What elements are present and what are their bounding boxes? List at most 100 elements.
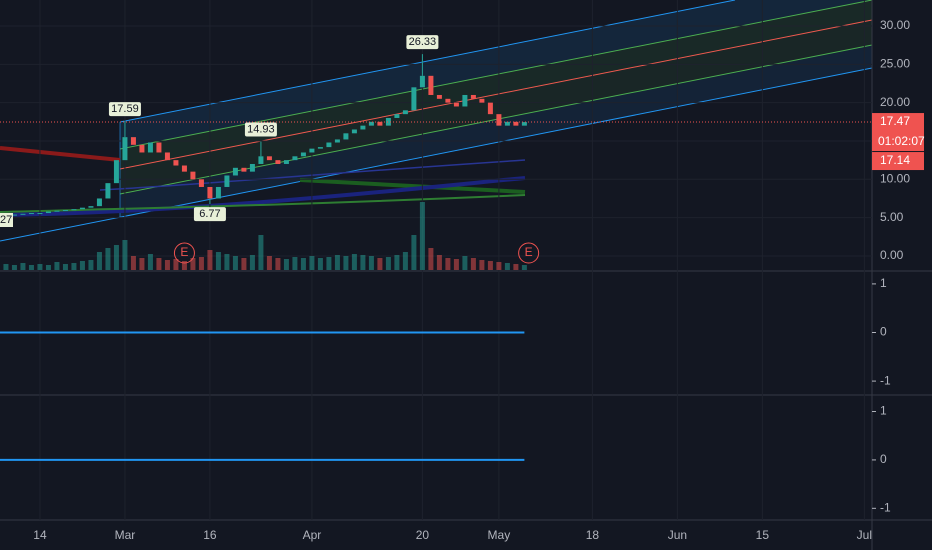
candle-body (241, 167, 247, 172)
candle-body (360, 125, 366, 130)
volume-bar (275, 258, 281, 270)
volume-bar (385, 257, 391, 270)
volume-bar (62, 264, 68, 270)
volume-bar (377, 258, 383, 270)
volume-bar (343, 256, 349, 270)
volume-bar (292, 257, 298, 270)
price-label: 26.33 (409, 36, 437, 48)
second-price: 17.14 (880, 153, 910, 167)
volume-bar (215, 252, 221, 270)
moving-average (0, 194, 526, 213)
y-tick-label: -1 (880, 373, 891, 387)
candle-body (130, 137, 136, 145)
volume-bar (37, 264, 43, 270)
price-box (872, 152, 924, 171)
volume-bar (28, 265, 34, 270)
channel-line (119, 0, 736, 123)
candle-body (368, 121, 374, 126)
candle-body (249, 163, 255, 172)
last-price-box (872, 113, 924, 152)
volume-bar (283, 259, 289, 270)
volume-bar (147, 254, 153, 270)
candle-body (343, 133, 349, 140)
volume-bar (11, 265, 17, 270)
y-tick-label: 10.00 (880, 171, 910, 185)
x-tick-label: 18 (586, 528, 600, 542)
candle-body (351, 129, 357, 134)
candle-body (105, 183, 111, 199)
volume-bar (105, 248, 111, 270)
candle-body (504, 121, 510, 126)
volume-bar (368, 256, 374, 270)
volume-bar (453, 259, 459, 270)
y-tick-label: 5.00 (880, 210, 904, 224)
volume-bar (445, 258, 451, 270)
volume-bar (266, 256, 272, 270)
volume-bar (428, 248, 434, 270)
volume-bar (139, 258, 145, 270)
volume-bar (96, 252, 102, 270)
price-label-box (244, 122, 277, 137)
volume-bar (207, 250, 213, 270)
earnings-icon (518, 242, 540, 264)
candle-body (28, 213, 34, 215)
x-tick-label: 16 (203, 528, 217, 542)
volume-bar (300, 258, 306, 270)
volume-bar (3, 264, 9, 270)
candle-body (283, 160, 289, 164)
channel-fill (120, 45, 872, 217)
channel-line (119, 19, 873, 170)
candle-body (334, 139, 340, 143)
volume-bar (198, 257, 204, 270)
volume-bar (71, 263, 77, 270)
price-label: 14.93 (247, 123, 275, 135)
x-tick-label: Mar (115, 528, 136, 542)
volume-bar (360, 255, 366, 270)
candle-body (377, 121, 383, 126)
channel-line (0, 67, 873, 242)
moving-average (0, 176, 526, 217)
x-tick-label: Jul (857, 528, 872, 542)
volume-bar (419, 202, 425, 270)
candle-body (62, 209, 68, 211)
volume-bar (45, 265, 51, 270)
volume-bar (394, 255, 400, 270)
channel-fill (120, 20, 872, 194)
x-tick-label: Jun (668, 528, 687, 542)
candle-body (462, 94, 468, 107)
candle-body (113, 160, 119, 184)
candle-body (266, 156, 272, 161)
volume-bar (190, 258, 196, 270)
candle-body (453, 102, 459, 107)
countdown: 01:02:07 (878, 134, 925, 148)
volume-bar (54, 262, 60, 270)
candle-body (11, 214, 17, 216)
candle-body (122, 137, 128, 161)
earnings-icon (173, 242, 195, 264)
candle-body (54, 210, 60, 212)
candle-body (317, 147, 323, 149)
volume-bar (351, 254, 357, 270)
earnings-label: E (180, 245, 188, 259)
candle-body (402, 110, 408, 115)
candle-body (470, 94, 476, 99)
candle-body (164, 152, 170, 161)
candle-body (20, 213, 26, 215)
candle-body (436, 94, 442, 99)
y-tick-label: 1 (880, 404, 887, 418)
candle-body (45, 211, 51, 214)
y-tick-label: -1 (880, 500, 891, 514)
volume-bar (402, 252, 408, 270)
candle-body (300, 152, 306, 157)
candle-body (411, 87, 417, 111)
volume-bar (181, 261, 187, 270)
candle-body (224, 175, 230, 187)
candle-body (173, 160, 179, 166)
candle-body (207, 186, 213, 199)
volume-bar (156, 258, 162, 270)
x-tick-label: 20 (416, 528, 430, 542)
y-tick-label: 0.00 (880, 248, 904, 262)
y-tick-label: 0 (880, 325, 887, 339)
y-tick-label: 1 (880, 276, 887, 290)
